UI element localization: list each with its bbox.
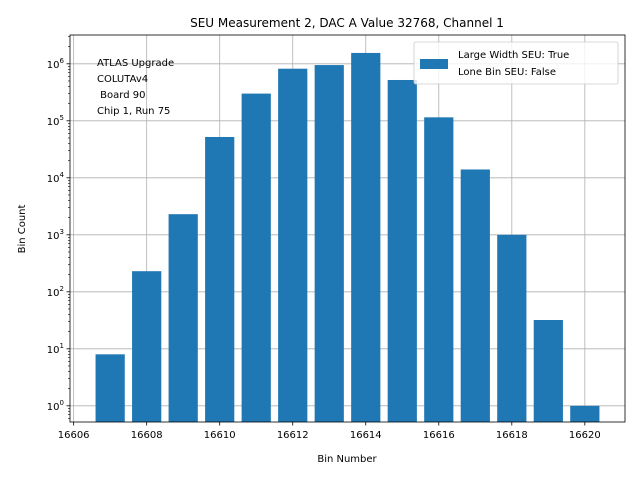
legend: Large Width SEU: True Lone Bin SEU: Fals… [413, 41, 619, 85]
bar [132, 271, 162, 422]
legend-swatch [420, 59, 448, 69]
x-tick-label: 16608 [131, 430, 163, 441]
annotation-line: COLUTAv4 [97, 74, 148, 85]
bar [241, 93, 271, 422]
legend-box [413, 41, 619, 85]
bar [570, 405, 600, 422]
y-tick-label: 104 [47, 171, 65, 185]
x-tick-label: 16614 [350, 430, 382, 441]
bar [533, 320, 563, 422]
bar [314, 65, 344, 422]
chart-title: SEU Measurement 2, DAC A Value 32768, Ch… [190, 16, 504, 30]
bar [95, 354, 125, 422]
annotation-line: Board 90 [97, 90, 145, 101]
y-tick-label: 105 [47, 114, 64, 128]
bar [351, 52, 381, 423]
x-tick-label: 16610 [204, 430, 236, 441]
y-tick-label: 106 [47, 57, 65, 71]
bar [424, 117, 454, 422]
x-axis-ticks: 16606 16608 16610 16612 16614 16616 16618 16620 [58, 422, 601, 441]
x-tick-label: 16612 [277, 430, 309, 441]
x-tick-label: 16616 [423, 430, 455, 441]
y-tick-label: 102 [47, 285, 64, 299]
legend-label: Large Width SEU: True [458, 50, 569, 61]
bars [95, 52, 600, 423]
x-tick-label: 16606 [58, 430, 90, 441]
y-tick-label: 103 [47, 228, 64, 242]
bar [497, 234, 527, 422]
bar [387, 79, 417, 423]
bar [205, 136, 235, 422]
annotation-line: Chip 1, Run 75 [97, 106, 170, 117]
x-tick-label: 16618 [496, 430, 528, 441]
annotation-line: ATLAS Upgrade [97, 58, 174, 69]
bar [460, 169, 490, 422]
bar [168, 214, 198, 422]
y-axis-label: Bin Count [17, 204, 28, 253]
x-tick-label: 16620 [569, 430, 601, 441]
x-axis-label: Bin Number [317, 454, 377, 465]
plot-frame [69, 34, 626, 423]
legend-label: Lone Bin SEU: False [458, 67, 556, 78]
bar [278, 68, 308, 422]
y-axis-ticks: 100 101 102 103 104 105 106 [47, 36, 70, 419]
annotation-text: ATLAS Upgrade COLUTAv4 Board 90 Chip 1, … [97, 58, 174, 117]
y-tick-label: 100 [47, 399, 64, 413]
y-tick-label: 101 [47, 342, 64, 356]
